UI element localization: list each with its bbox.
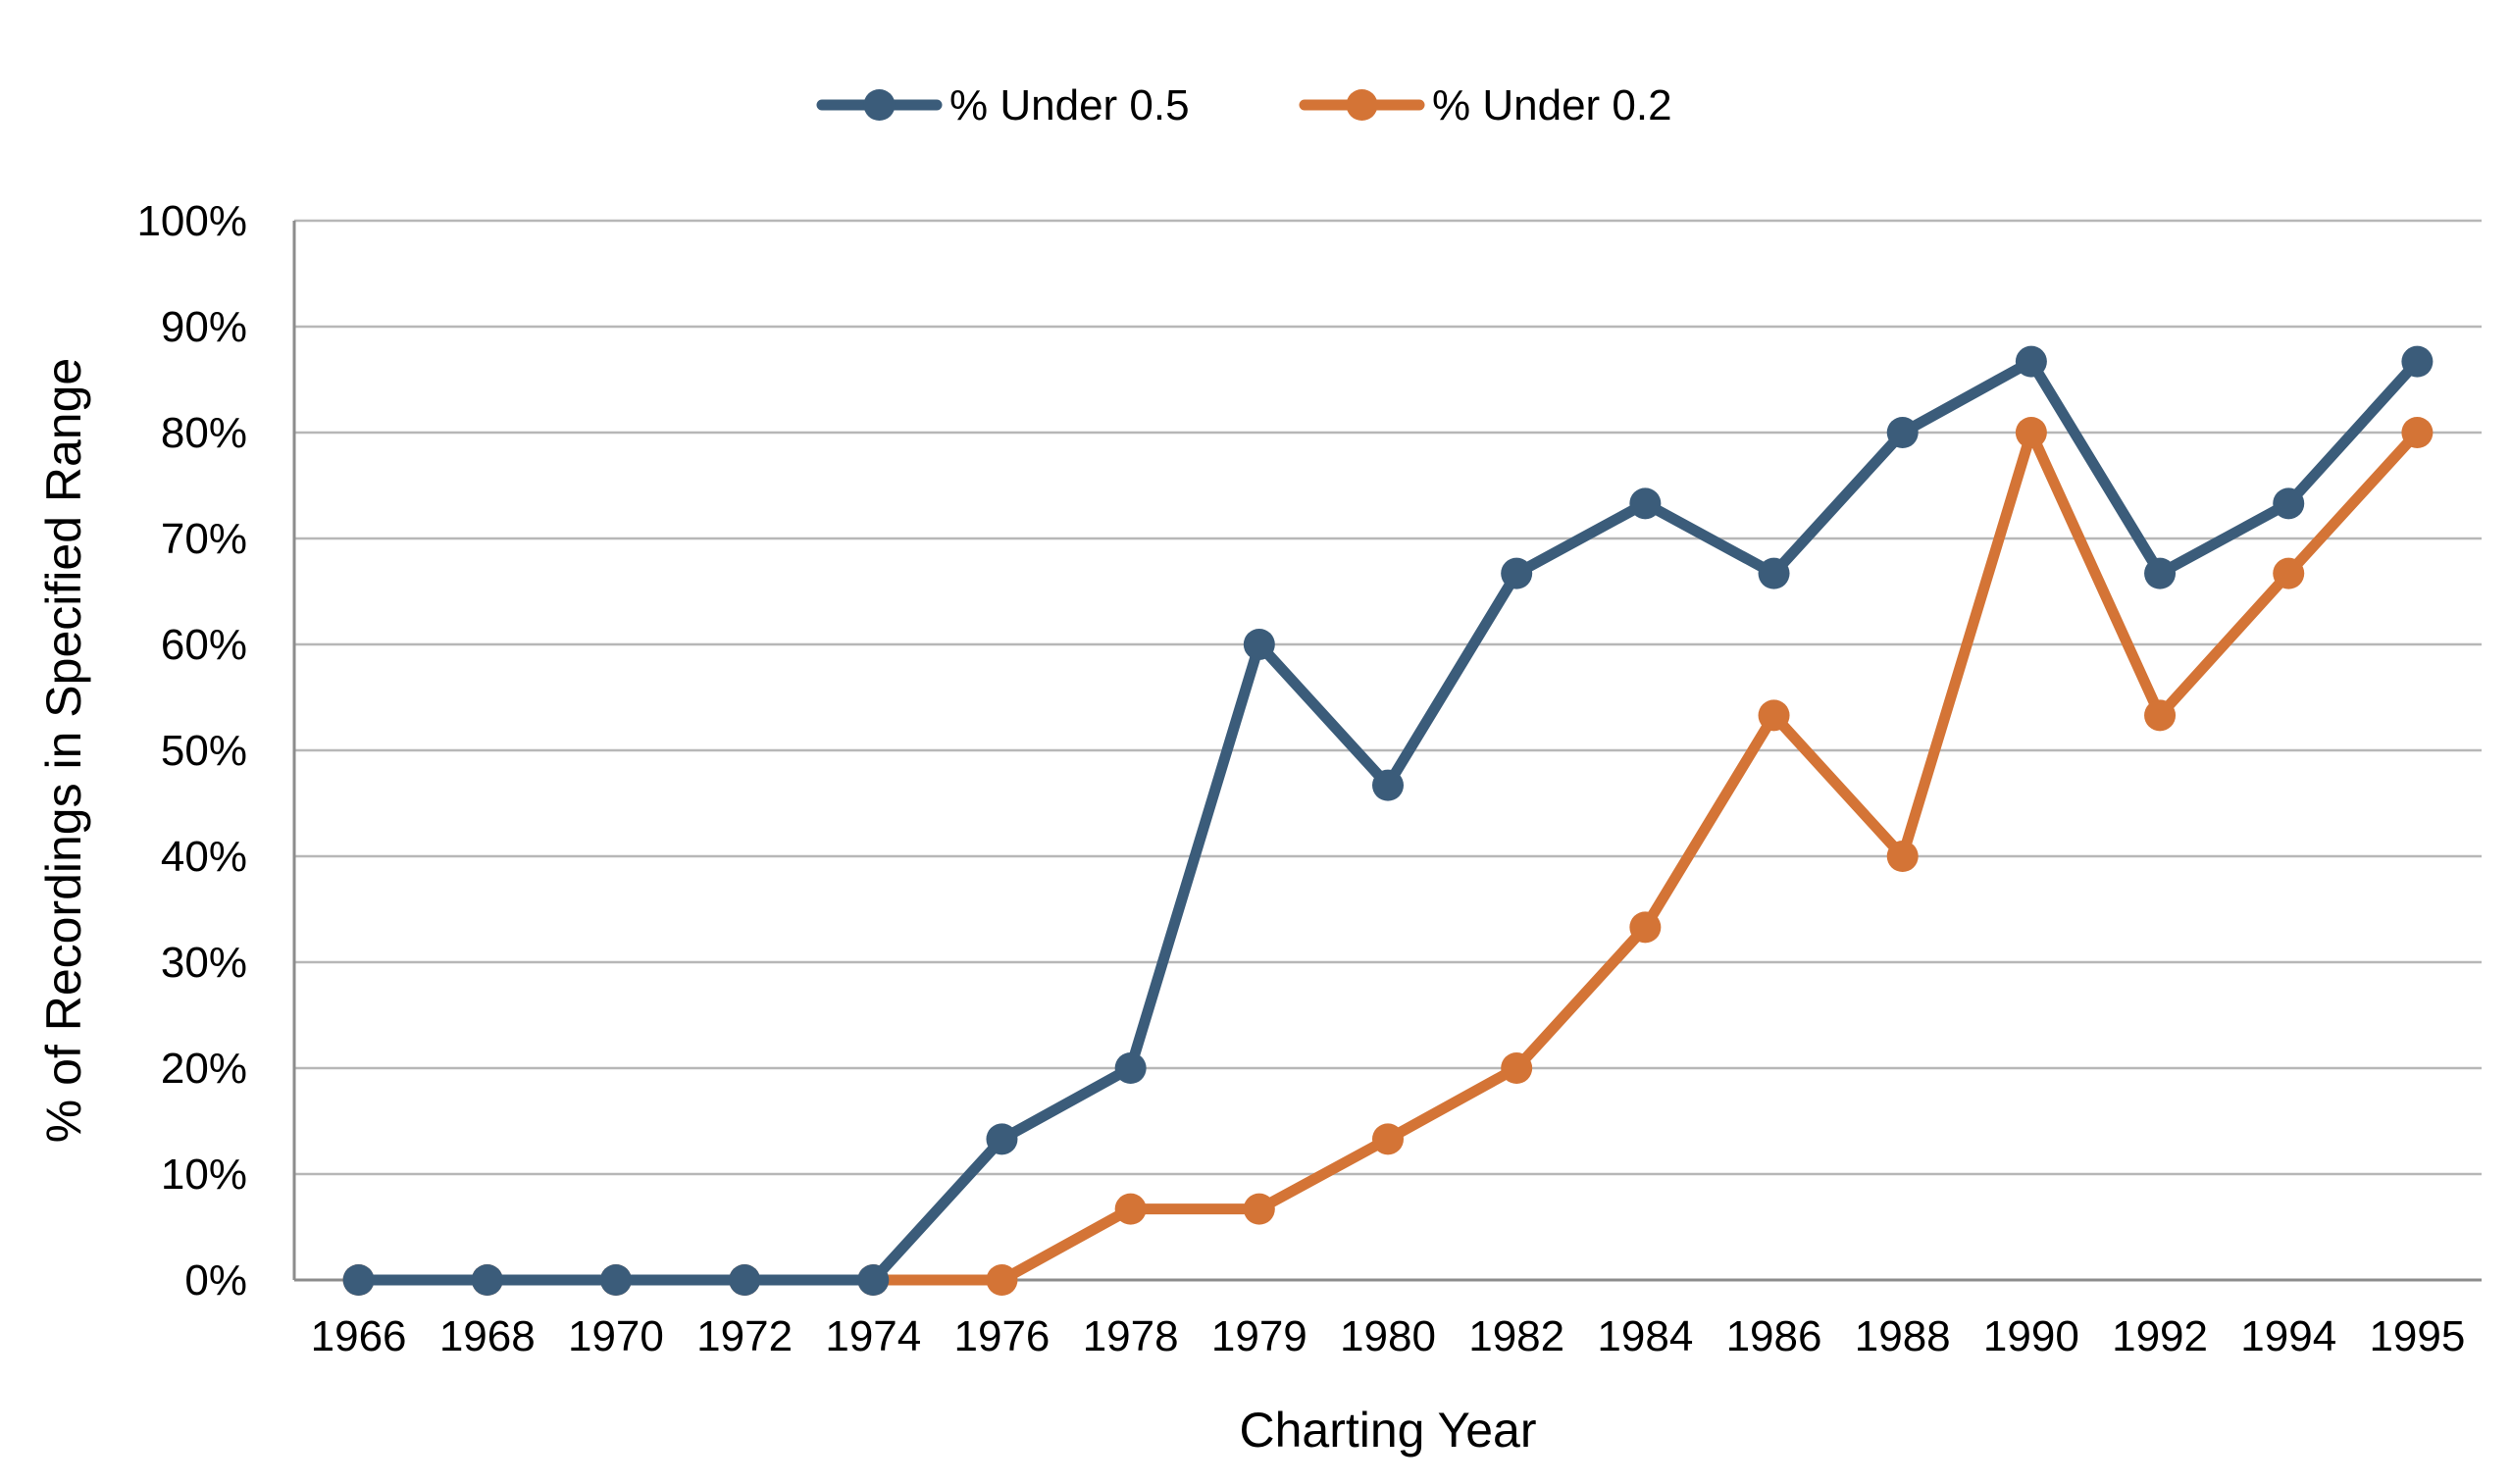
data-point: [1243, 1193, 1275, 1225]
data-point: [729, 1264, 761, 1296]
data-point: [2144, 557, 2177, 589]
data-point: [1243, 629, 1275, 660]
legend-label: % Under 0.5: [949, 81, 1190, 129]
legend-marker: [1346, 89, 1378, 121]
data-point: [599, 1264, 632, 1296]
x-tick-label: 1984: [1597, 1312, 1693, 1360]
y-tick-label: 0%: [184, 1256, 247, 1305]
data-point: [2401, 417, 2434, 448]
data-point: [1758, 557, 1790, 589]
data-point: [1501, 557, 1533, 589]
data-point: [1114, 1193, 1147, 1225]
x-tick-label: 1966: [311, 1312, 407, 1360]
y-tick-label: 90%: [161, 303, 247, 351]
data-point: [1629, 911, 1662, 944]
y-axis-title: % of Recordings in Specified Range: [36, 358, 91, 1143]
data-point: [986, 1264, 1018, 1296]
legend-label: % Under 0.2: [1432, 81, 1672, 129]
x-tick-label: 1988: [1855, 1312, 1951, 1360]
series-lines: [342, 345, 2434, 1296]
y-tick-label: 60%: [161, 621, 247, 669]
y-tick-label: 100%: [136, 197, 247, 245]
y-tick-label: 80%: [161, 409, 247, 457]
data-point: [1629, 487, 1662, 520]
x-tick-label: 1972: [696, 1312, 793, 1360]
x-tick-label: 1968: [439, 1312, 536, 1360]
legend-item: % Under 0.2: [1299, 81, 1672, 129]
x-tick-label: 1982: [1468, 1312, 1564, 1360]
gridlines: [294, 219, 2482, 1176]
x-tick-label: 1970: [568, 1312, 664, 1360]
x-tick-label: 1986: [1726, 1312, 1822, 1360]
data-point: [1372, 769, 1404, 801]
axes: 0% 10% 20% 30% 40% 50% 60% 70% 80% 90% 100% 1966 196…: [136, 197, 2482, 1360]
x-tick-label: 1995: [2369, 1312, 2465, 1360]
data-point: [2273, 487, 2305, 520]
x-tick-label: 1990: [1983, 1312, 2079, 1360]
x-tick-label: 1980: [1340, 1312, 1436, 1360]
series-1: [342, 345, 2434, 1296]
y-tick-label: 30%: [161, 939, 247, 987]
data-point: [2273, 557, 2305, 589]
data-point: [857, 1264, 890, 1296]
x-tick-label: 1974: [825, 1312, 921, 1360]
legend-item: % Under 0.5: [816, 81, 1190, 129]
y-tick-label: 20%: [161, 1045, 247, 1093]
data-point: [1886, 417, 1919, 448]
data-point: [1886, 841, 1919, 872]
data-point: [342, 1264, 375, 1296]
data-point: [1501, 1052, 1533, 1084]
data-point: [2144, 699, 2177, 732]
data-point: [2015, 417, 2047, 448]
x-tick-label: 1976: [954, 1312, 1051, 1360]
x-axis-title: Charting Year: [1239, 1403, 1536, 1458]
y-tick-label: 40%: [161, 833, 247, 881]
data-point: [471, 1264, 503, 1296]
x-tick-label: 1978: [1083, 1312, 1179, 1360]
x-tick-label: 1994: [2240, 1312, 2336, 1360]
data-point: [1372, 1123, 1404, 1155]
y-tick-label: 10%: [161, 1151, 247, 1199]
legend-marker: [863, 89, 896, 121]
data-point: [2401, 345, 2434, 378]
data-point: [2015, 345, 2047, 378]
data-point: [986, 1123, 1018, 1155]
data-point: [1114, 1052, 1147, 1084]
x-tick-label: 1992: [2112, 1312, 2208, 1360]
y-tick-label: 70%: [161, 515, 247, 563]
legend: % Under 0.5 % Under 0.2: [816, 81, 1672, 129]
data-point: [1758, 699, 1790, 732]
y-tick-label: 50%: [161, 727, 247, 775]
x-tick-label: 1979: [1211, 1312, 1307, 1360]
